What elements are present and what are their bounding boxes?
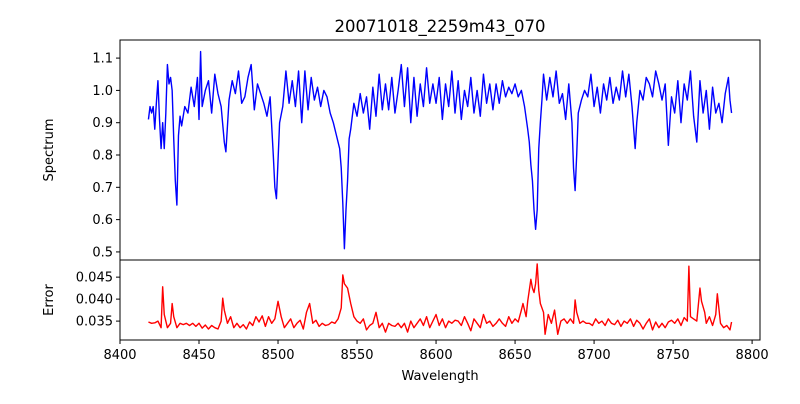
error-axes: 0.035 0.040 0.045 8400 8450 8500 8550 8600 8650 8…: [76, 259, 769, 363]
y-axis-label-spectrum: Spectrum: [42, 119, 57, 182]
axes-frame: [119, 259, 761, 341]
axes-frame: [119, 39, 761, 261]
spectrum-axes: 0.5 0.6 0.7 0.8 0.9 1.0 1.1: [92, 39, 761, 261]
y-tick-label: 0.7: [92, 181, 113, 196]
x-tick-label: 8600: [420, 348, 453, 363]
x-tick-label: 8550: [340, 348, 373, 363]
x-tick-label: 8500: [261, 348, 294, 363]
y-tick-label: 0.8: [92, 149, 113, 164]
y-tick-label: 1.1: [92, 52, 113, 67]
x-tick-label: 8700: [578, 348, 611, 363]
x-tick-label: 8800: [736, 348, 769, 363]
x-tick-label: 8750: [657, 348, 690, 363]
y-tick-label: 1.0: [92, 84, 113, 99]
y-axis-label-error: Error: [42, 284, 57, 316]
x-tick-label: 8450: [182, 348, 215, 363]
series-line-spectrum: [147, 50, 733, 250]
y-tick-label: 0.045: [76, 271, 113, 286]
y-tick-label: 0.6: [92, 213, 113, 228]
series-line-error: [148, 263, 733, 335]
y-tick-label: 0.5: [92, 245, 113, 260]
y-tick-label: 0.035: [76, 315, 113, 330]
x-tick-label: 8650: [499, 348, 532, 363]
y-tick-label: 0.9: [92, 116, 113, 131]
x-tick-label: 8400: [103, 348, 136, 363]
x-axis-label: Wavelength: [401, 369, 478, 384]
chart-title: 20071018_2259m43_070: [334, 17, 545, 37]
y-tick-label: 0.040: [76, 293, 113, 308]
